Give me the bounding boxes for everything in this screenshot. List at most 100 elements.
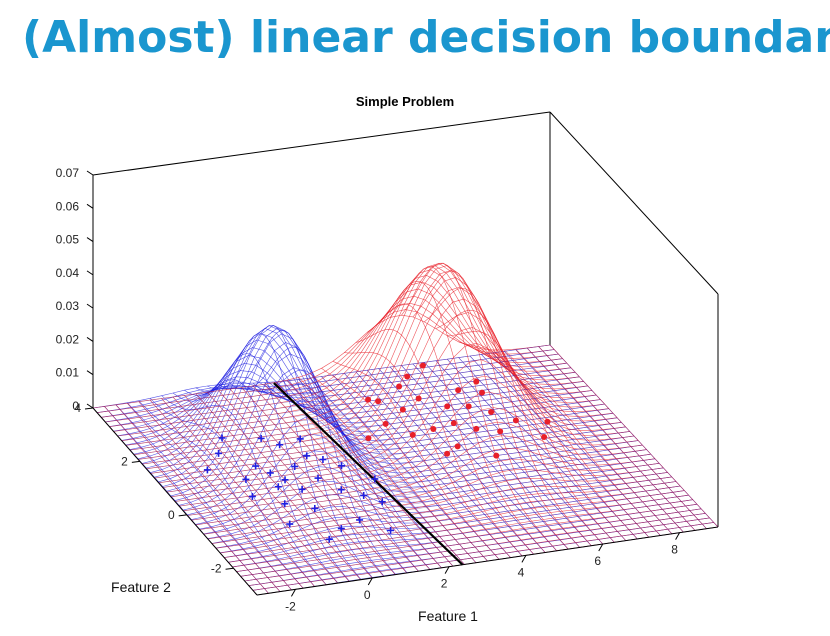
z-tick-label: 0.05 — [56, 233, 80, 247]
floor-line — [113, 367, 572, 432]
x-tick-mark — [367, 577, 373, 586]
x-tick-label: 4 — [518, 565, 525, 579]
z-tick-mark — [86, 303, 94, 309]
z-tick-mark — [86, 403, 94, 409]
floor-line — [158, 417, 618, 484]
data-point-plus — [248, 492, 256, 500]
axes-box — [92, 111, 719, 527]
floor-line — [109, 362, 567, 427]
mesh-line — [127, 402, 292, 591]
floor-line — [232, 499, 693, 568]
floor-line — [183, 444, 643, 512]
data-point-plus — [252, 462, 260, 470]
axis-ticks: -202468-202400.010.020.030.040.050.060.0… — [56, 166, 681, 613]
data-point-plus — [291, 462, 299, 470]
slide-title: (Almost) linear decision boundary — [22, 12, 830, 63]
z-tick-label: 0.06 — [56, 199, 80, 213]
floor-line — [203, 467, 664, 535]
box-edge-0 — [92, 111, 551, 176]
data-point-dot — [512, 417, 519, 424]
floor-line — [199, 463, 660, 530]
mesh-line — [154, 325, 614, 478]
data-point-plus — [337, 525, 345, 533]
floor-line — [117, 372, 576, 437]
floor-line — [125, 381, 584, 446]
floor-line — [162, 422, 622, 488]
mesh-line — [97, 309, 555, 413]
y-tick-label: 0 — [168, 508, 175, 522]
x-tick-label: 2 — [441, 577, 448, 591]
floor-line — [133, 390, 593, 455]
floor-line — [138, 394, 597, 460]
floor-line — [228, 494, 689, 563]
data-point-dot — [399, 406, 406, 413]
data-point-plus — [296, 435, 304, 443]
data-point-dot — [544, 418, 551, 425]
data-point-dot — [455, 387, 462, 394]
box-edge-1 — [549, 111, 719, 295]
data-point-dot — [541, 434, 548, 441]
mesh-line — [149, 398, 315, 587]
data-point-dot — [450, 420, 457, 427]
data-point-plus — [276, 441, 284, 449]
data-point-dot — [488, 409, 495, 416]
mesh-line — [275, 381, 442, 568]
mesh-line — [161, 395, 327, 585]
y-axis-line — [92, 407, 258, 596]
data-point-dot — [375, 398, 382, 405]
x-tick-label: 8 — [671, 543, 678, 557]
floor-line — [187, 449, 647, 516]
data-point-plus — [281, 500, 289, 508]
data-point-dot — [382, 420, 389, 427]
z-tick-label: 0.04 — [56, 266, 80, 280]
data-point-dot — [415, 395, 422, 402]
data-point-plus — [325, 535, 333, 543]
floor-line — [252, 522, 714, 591]
z-tick-mark — [86, 370, 94, 376]
x-tick-mark — [444, 566, 450, 574]
data-point-plus — [371, 475, 379, 483]
data-point-plus — [319, 456, 327, 464]
floor-line — [97, 349, 555, 413]
data-point-dot — [365, 435, 372, 442]
mesh-line — [412, 270, 580, 548]
floor-line — [150, 408, 609, 474]
data-point-dot — [419, 362, 426, 369]
data-point-dot — [444, 403, 451, 410]
data-point-dot — [430, 426, 437, 433]
x-tick-label: 0 — [364, 588, 371, 602]
data-point-plus — [337, 462, 345, 470]
data-point-dot — [479, 389, 486, 396]
data-point-dot — [454, 443, 461, 450]
y-tick-mark — [84, 407, 94, 410]
floor-line — [244, 513, 706, 582]
x-axis-label: Feature 1 — [418, 608, 478, 624]
mesh-line — [367, 303, 534, 555]
x-tick-mark — [598, 543, 604, 552]
mesh-line — [401, 262, 569, 550]
surface-mesh — [92, 262, 719, 596]
data-point-dot — [497, 428, 504, 435]
z-tick-label: 0 — [72, 399, 79, 413]
z-tick-mark — [86, 203, 94, 209]
mesh-line — [332, 361, 500, 560]
mesh-line — [321, 368, 488, 562]
data-point-dot — [396, 383, 403, 390]
scatter-points — [203, 362, 551, 543]
data-point-plus — [298, 485, 306, 493]
z-tick-label: 0.03 — [56, 299, 80, 313]
floor-line — [179, 440, 639, 507]
z-tick-label: 0.02 — [56, 332, 80, 346]
z-tick-mark — [86, 170, 94, 176]
data-point-plus — [215, 449, 223, 457]
axes-frame — [92, 175, 719, 596]
x-tick-mark — [521, 555, 527, 563]
y-tick-mark — [178, 514, 187, 517]
data-point-plus — [303, 452, 311, 460]
floor-line — [207, 472, 668, 540]
data-point-plus — [286, 520, 294, 528]
mesh-line — [435, 309, 604, 545]
mesh-line — [195, 333, 361, 580]
floor-line — [101, 353, 559, 418]
